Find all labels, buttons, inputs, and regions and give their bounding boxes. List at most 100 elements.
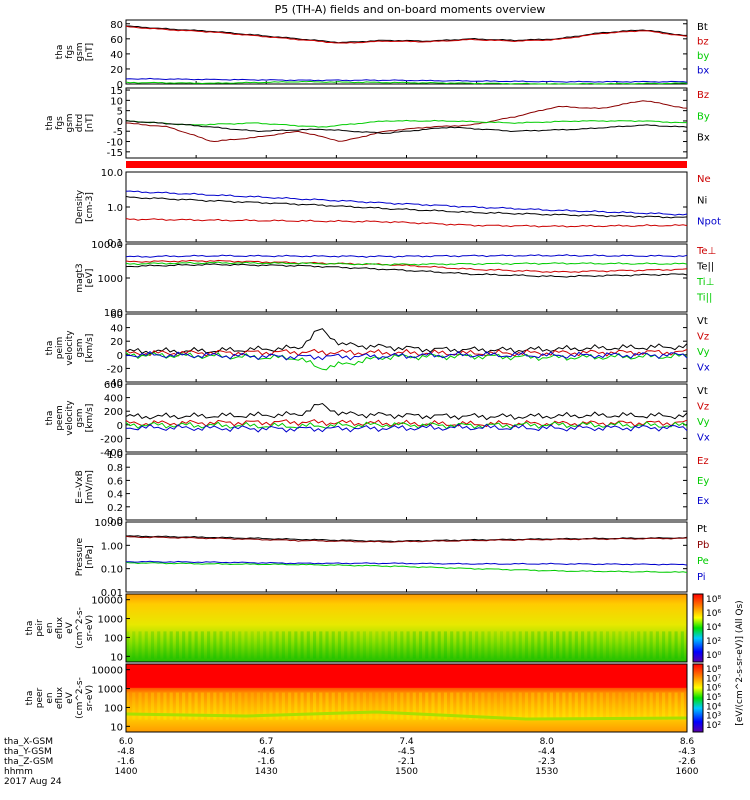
- spectrogram-speckle: [344, 631, 348, 659]
- spectrogram-speckle: [356, 692, 360, 720]
- y-tick-label: 1000: [98, 615, 123, 626]
- series-line-By: [125, 119, 687, 128]
- x-axis-value: -2.3: [538, 757, 556, 767]
- spectrogram-speckle: [369, 631, 373, 659]
- spectrogram-red-band: [126, 667, 687, 688]
- y-axis-label: tha: [25, 621, 35, 636]
- spectrogram-speckle: [674, 692, 678, 720]
- spectrogram-speckle: [581, 631, 585, 659]
- y-tick-label: 10.00: [94, 518, 123, 529]
- y-axis-label: fgs: [55, 116, 65, 130]
- spectrogram-speckle: [163, 631, 167, 659]
- spectrogram-speckle: [537, 692, 541, 720]
- spectrogram-speckle: [381, 631, 385, 659]
- spectrogram-speckle: [450, 692, 454, 720]
- colorbar-tick-label: 10⁶: [706, 684, 721, 694]
- panel-frame: [125, 313, 688, 383]
- series-line-Bz: [125, 100, 688, 143]
- spectrogram-speckle: [256, 692, 261, 720]
- spectrogram-speckle: [562, 692, 566, 720]
- spectrogram-speckle: [556, 631, 560, 659]
- x-axis-value: -4.8: [117, 747, 135, 757]
- y-tick-label: 10000: [91, 666, 123, 677]
- spectrogram-speckle: [138, 631, 142, 659]
- y-tick-label: 100: [104, 703, 123, 714]
- spectrogram-speckle: [456, 692, 460, 720]
- legend-entry: Ne: [697, 174, 711, 185]
- spectrogram-speckle: [524, 692, 529, 720]
- spectrogram-speckle: [325, 631, 329, 659]
- spectrogram-speckle: [493, 631, 497, 659]
- spectrogram-speckle: [275, 631, 279, 659]
- spectrogram-speckle: [325, 692, 329, 720]
- spectrogram-speckle: [400, 631, 404, 659]
- spectrogram-speckle: [587, 631, 591, 659]
- legend-entry: Vt: [697, 316, 708, 327]
- spectrogram-speckle: [437, 692, 441, 720]
- legend-entry: Npot: [697, 217, 721, 228]
- colorbar-1: 10⁸ 10⁶ 10⁴ 10² 10⁰: [692, 593, 721, 663]
- spectrogram-speckle: [337, 692, 342, 720]
- spectrogram-speckle: [263, 692, 267, 720]
- legend-entry: Ex: [697, 496, 709, 507]
- spectrogram-speckle: [194, 631, 198, 659]
- spectrogram-speckle: [150, 692, 155, 720]
- spectrogram-speckle: [630, 692, 635, 720]
- series-line-Te||: [125, 263, 688, 278]
- spectrogram-speckle: [225, 692, 229, 720]
- spectrogram-speckle: [381, 692, 385, 720]
- spectrogram-speckle: [662, 631, 666, 659]
- y-axis-label: eV: [65, 691, 75, 704]
- spectrogram-speckle: [256, 631, 261, 659]
- panel-frame: [125, 453, 688, 521]
- spectrogram-speckle: [275, 692, 279, 720]
- legend-entry: Vx: [697, 363, 710, 374]
- y-tick-label: 80: [110, 20, 123, 31]
- spectrogram-speckle: [157, 692, 161, 720]
- y-axis-label: [nT]: [85, 43, 95, 61]
- legend-entry: Te||: [696, 262, 714, 273]
- spectrogram-speckle: [593, 692, 597, 720]
- x-axis-value: -2.1: [398, 757, 416, 767]
- spectrogram-speckle: [662, 692, 666, 720]
- x-axis-row-label: hhmm: [4, 767, 33, 777]
- spectrogram-speckle: [207, 631, 211, 659]
- y-tick-label: 40: [110, 324, 123, 335]
- spectrogram-speckle: [188, 692, 192, 720]
- y-axis-label: sr-eV): [85, 685, 95, 711]
- y-tick-label: 0.0: [107, 516, 123, 527]
- spectrogram-speckle: [313, 692, 317, 720]
- spectrogram-speckle: [331, 692, 335, 720]
- y-tick-label: 0.1: [107, 238, 123, 249]
- y-tick-label: 40: [110, 50, 123, 61]
- spectrogram-speckle: [425, 631, 429, 659]
- spectrogram-speckle: [506, 692, 510, 720]
- y-tick-label: 1.0: [107, 203, 123, 214]
- spectrogram-speckle: [356, 631, 360, 659]
- spectrogram-speckle: [175, 631, 179, 659]
- spectrogram-speckle: [624, 692, 628, 720]
- series-line-Bt: [126, 25, 687, 44]
- series-line-Ti||: [125, 261, 688, 266]
- legend-entry: Ez: [697, 456, 709, 467]
- y-tick-label: 1.00: [101, 541, 123, 552]
- spectrogram-speckle: [188, 631, 192, 659]
- spectrogram-speckle: [306, 631, 310, 659]
- spectrogram-speckle: [269, 692, 273, 720]
- spectrogram-speckle: [443, 631, 448, 659]
- spectrogram-speckle: [362, 631, 366, 659]
- y-axis-label: tha: [45, 411, 55, 426]
- spectrogram-speckle: [487, 631, 491, 659]
- panel-efield: 1.0 0.8 0.6 0.4 0.2 0.0 E=-VxB [mV/m] Ez Ey Ex: [75, 450, 709, 527]
- red-separator-bar: [126, 161, 687, 168]
- spectrogram-speckle: [394, 692, 398, 720]
- colorbar-tick-label: 10⁸: [706, 595, 721, 605]
- y-axis-label: E=-VxB: [75, 470, 85, 504]
- y-tick-label: -10: [107, 138, 123, 149]
- colorbar-gradient: [692, 663, 704, 733]
- y-axis-label: [km/s]: [85, 404, 95, 433]
- x-axis-value: -4.5: [398, 747, 416, 757]
- spectrogram-speckle: [543, 631, 547, 659]
